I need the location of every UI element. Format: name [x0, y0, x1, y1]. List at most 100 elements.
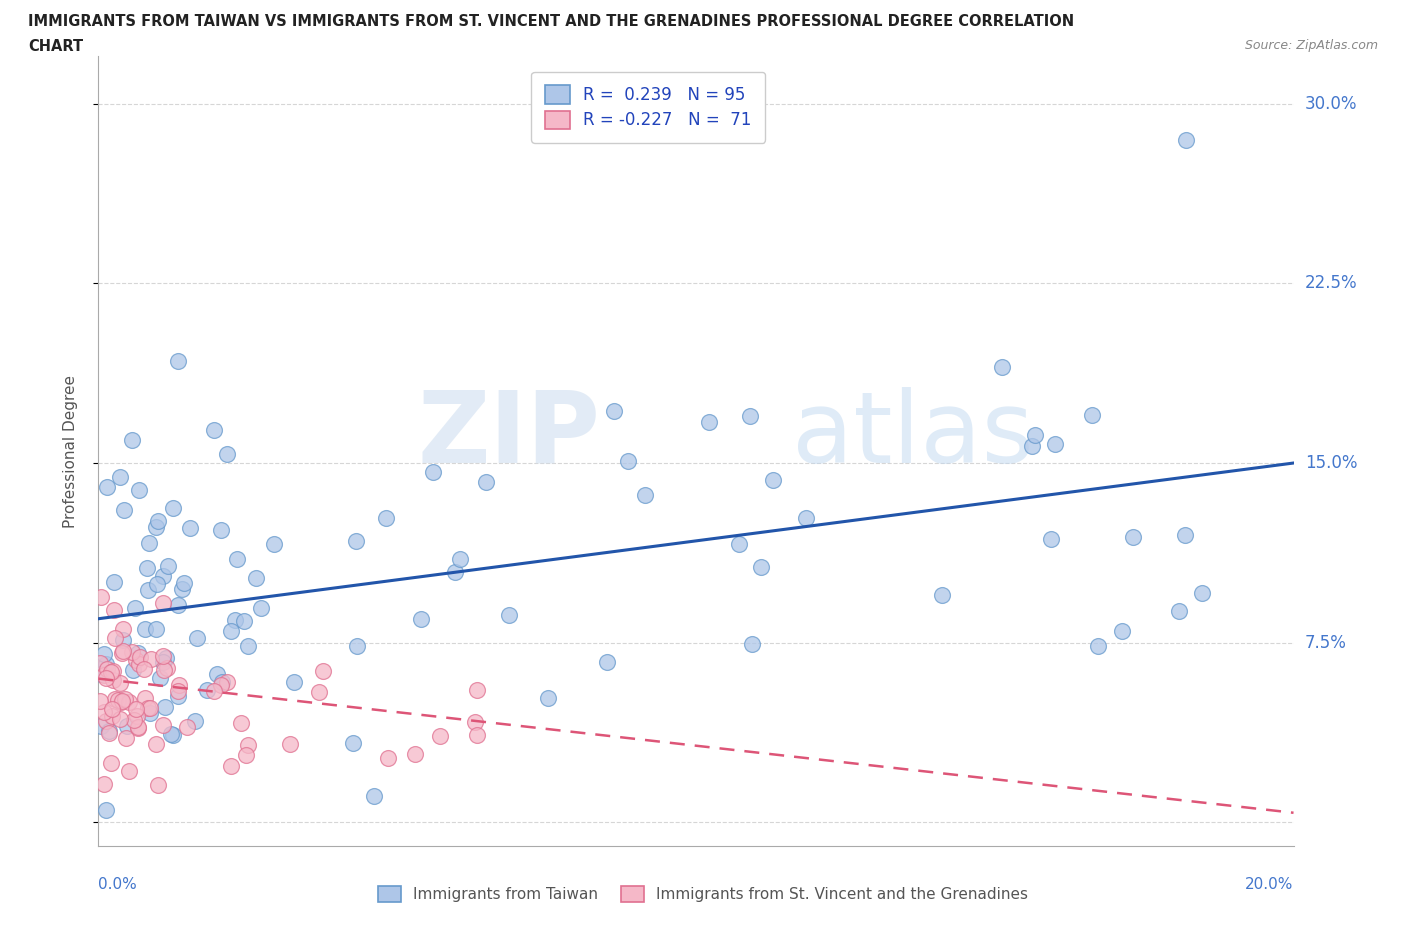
- Point: [96, 480, 118, 495]
- Point: [153, 662, 176, 677]
- Point: [152, 655, 174, 670]
- Point: [146, 777, 169, 792]
- Point: [122, 662, 145, 677]
- Point: [128, 483, 150, 498]
- Point: [741, 636, 763, 651]
- Point: [108, 469, 131, 484]
- Point: [157, 559, 180, 574]
- Point: [129, 649, 152, 664]
- Point: [96, 671, 118, 685]
- Point: [346, 639, 368, 654]
- Point: [167, 353, 190, 368]
- Point: [167, 678, 190, 693]
- Point: [136, 561, 159, 576]
- Point: [152, 595, 174, 610]
- Point: [138, 700, 160, 715]
- Point: [375, 511, 398, 525]
- Point: [155, 651, 177, 666]
- Point: [121, 644, 143, 659]
- Point: [173, 575, 195, 590]
- Point: [176, 720, 198, 735]
- Point: [100, 756, 122, 771]
- Point: [149, 671, 172, 685]
- Point: [283, 675, 305, 690]
- Point: [104, 692, 127, 707]
- Point: [1122, 530, 1144, 545]
- Point: [634, 487, 657, 502]
- Point: [110, 695, 132, 710]
- Point: [344, 534, 367, 549]
- Point: [991, 360, 1014, 375]
- Point: [444, 565, 467, 579]
- Text: IMMIGRANTS FROM TAIWAN VS IMMIGRANTS FROM ST. VINCENT AND THE GRENADINES PROFESS: IMMIGRANTS FROM TAIWAN VS IMMIGRANTS FRO…: [28, 14, 1074, 29]
- Point: [96, 662, 118, 677]
- Point: [931, 588, 953, 603]
- Point: [115, 730, 138, 745]
- Point: [122, 712, 145, 727]
- Point: [404, 747, 426, 762]
- Point: [224, 613, 246, 628]
- Point: [794, 510, 817, 525]
- Point: [215, 446, 238, 461]
- Y-axis label: Professional Degree: Professional Degree: [63, 375, 77, 527]
- Text: 30.0%: 30.0%: [1305, 95, 1357, 113]
- Point: [100, 665, 122, 680]
- Point: [238, 737, 260, 752]
- Point: [167, 598, 190, 613]
- Point: [125, 709, 148, 724]
- Point: [121, 432, 143, 447]
- Point: [342, 736, 364, 751]
- Point: [128, 657, 150, 671]
- Point: [118, 695, 141, 710]
- Point: [697, 415, 720, 430]
- Point: [101, 709, 124, 724]
- Point: [112, 632, 135, 647]
- Point: [1175, 132, 1198, 147]
- Point: [204, 684, 226, 699]
- Point: [179, 521, 201, 536]
- Point: [127, 720, 149, 735]
- Point: [93, 668, 115, 683]
- Point: [136, 583, 159, 598]
- Point: [108, 675, 131, 690]
- Point: [94, 803, 117, 817]
- Point: [112, 503, 135, 518]
- Point: [475, 474, 498, 489]
- Point: [195, 683, 218, 698]
- Point: [202, 422, 225, 437]
- Text: ZIP: ZIP: [418, 387, 600, 484]
- Point: [111, 694, 134, 709]
- Text: CHART: CHART: [28, 39, 83, 54]
- Point: [160, 726, 183, 741]
- Point: [1080, 407, 1102, 422]
- Point: [103, 575, 125, 590]
- Point: [146, 577, 169, 591]
- Point: [152, 717, 174, 732]
- Point: [103, 603, 125, 618]
- Point: [603, 404, 626, 418]
- Point: [134, 690, 156, 705]
- Point: [749, 559, 772, 574]
- Point: [162, 500, 184, 515]
- Point: [127, 646, 149, 661]
- Point: [207, 667, 229, 682]
- Point: [1021, 439, 1043, 454]
- Point: [112, 644, 135, 658]
- Point: [90, 667, 112, 682]
- Point: [219, 758, 242, 773]
- Point: [170, 582, 193, 597]
- Point: [215, 674, 238, 689]
- Point: [114, 692, 136, 707]
- Point: [162, 728, 184, 743]
- Text: 7.5%: 7.5%: [1305, 633, 1347, 652]
- Point: [97, 724, 120, 739]
- Point: [89, 694, 111, 709]
- Point: [145, 520, 167, 535]
- Point: [250, 601, 273, 616]
- Point: [465, 683, 488, 698]
- Point: [94, 713, 117, 728]
- Point: [209, 677, 232, 692]
- Point: [377, 751, 399, 766]
- Point: [762, 472, 785, 487]
- Point: [111, 621, 134, 636]
